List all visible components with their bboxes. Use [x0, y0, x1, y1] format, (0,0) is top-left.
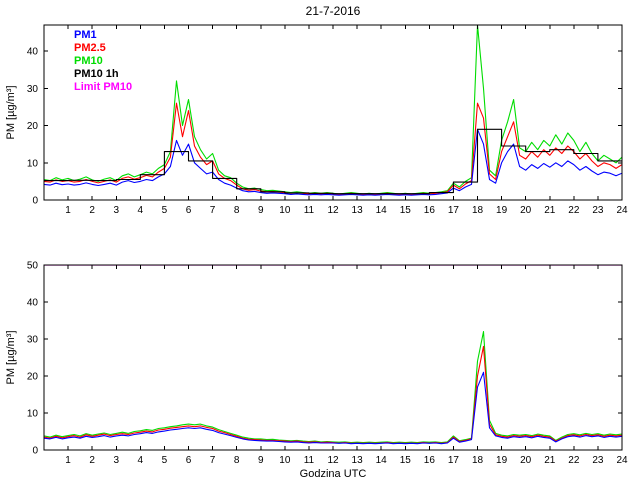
- x-tick-label: 18: [472, 455, 484, 466]
- x-tick-label: 8: [234, 205, 240, 216]
- x-tick-label: 11: [304, 205, 315, 216]
- x-tick-label: 2: [89, 455, 95, 466]
- x-tick-label: 22: [568, 455, 580, 466]
- y-tick-label: 0: [32, 446, 38, 457]
- x-tick-label: 13: [352, 205, 364, 216]
- x-tick-label: 14: [376, 205, 388, 216]
- x-tick-label: 1: [65, 205, 71, 216]
- figure-title: 21-7-2016: [305, 4, 361, 18]
- x-tick-label: 16: [424, 455, 436, 466]
- series-pm10-1h: [44, 128, 622, 195]
- x-tick-label: 21: [544, 455, 556, 466]
- x-tick-label: 4: [138, 205, 144, 216]
- y-axis-label: PM [µg/m³]: [5, 85, 17, 139]
- x-tick-label: 3: [113, 455, 119, 466]
- x-tick-label: 2: [89, 205, 95, 216]
- legend: PM1 PM2.5 PM10 PM10 1h Limit PM10: [74, 29, 132, 94]
- legend-item-pm2-5: PM2.5: [74, 42, 106, 54]
- y-tick-label: 10: [27, 158, 39, 169]
- x-tick-label: 8: [234, 455, 240, 466]
- x-tick-label: 12: [327, 205, 339, 216]
- x-tick-label: 21: [544, 205, 556, 216]
- y-tick-label: 10: [27, 409, 39, 420]
- x-tick-label: 10: [279, 455, 291, 466]
- y-tick-label: 40: [27, 47, 39, 58]
- series-pm2-5: [44, 102, 622, 195]
- x-tick-label: 9: [258, 455, 264, 466]
- x-tick-label: 19: [496, 455, 508, 466]
- x-tick-label: 16: [424, 205, 436, 216]
- x-tick-label: 1: [65, 455, 71, 466]
- legend-item-limit-pm10: Limit PM10: [74, 81, 133, 93]
- y-tick-label: 40: [27, 298, 39, 309]
- subplot-1: 1 2 3 4 5 6 7 8 9 10 11 12 13 14 15 16 17 18 19 20 21 22 23 240…: [5, 24, 628, 216]
- x-tick-label: 18: [472, 205, 484, 216]
- series-group: [44, 265, 622, 445]
- x-tick-label: 10: [279, 205, 291, 216]
- x-tick-label: 11: [304, 455, 315, 466]
- series-pm2-5: [44, 345, 622, 444]
- x-tick-label: 19: [496, 205, 508, 216]
- series-pm1: [44, 128, 622, 196]
- y-axis-label: PM [µg/m³]: [5, 330, 17, 384]
- x-tick-label: 7: [210, 455, 216, 466]
- y-tick-label: 0: [32, 196, 38, 207]
- x-tick-label: 6: [186, 205, 192, 216]
- series-pm1: [44, 371, 622, 445]
- x-tick-label: 20: [520, 205, 532, 216]
- x-tick-label: 4: [138, 455, 144, 466]
- x-tick-label: 12: [327, 455, 339, 466]
- legend-item-pm10-1h: PM10 1h: [74, 68, 119, 80]
- x-tick-label: 23: [592, 205, 604, 216]
- legend-item-pm10: PM10: [74, 55, 103, 67]
- x-tick-label: 9: [258, 205, 264, 216]
- axes-frame: [43, 264, 623, 451]
- x-tick-label: 17: [448, 205, 460, 216]
- x-tick-label: 3: [113, 205, 119, 216]
- x-tick-label: 6: [186, 455, 192, 466]
- x-tick-label: 20: [520, 455, 532, 466]
- y-tick-label: 50: [27, 261, 39, 272]
- x-axis-label: Godzina UTC: [300, 468, 367, 480]
- x-tick-label: 15: [400, 455, 412, 466]
- x-tick-label: 7: [210, 205, 216, 216]
- subplot-2: 1 2 3 4 5 6 7 8 9 10 11 12 13 14 15 16 17 18 19 20 21 22 23 240…: [5, 261, 628, 480]
- y-tick-label: 30: [27, 84, 39, 95]
- y-tick-label: 20: [27, 372, 39, 383]
- x-tick-label: 22: [568, 205, 580, 216]
- x-tick-label: 5: [162, 455, 168, 466]
- x-tick-label: 15: [400, 205, 412, 216]
- series-pm10: [44, 331, 622, 444]
- axis-ticks: 1 2 3 4 5 6 7 8 9 10 11 12 13 14 15 16 17 18 19 20 21 22 23 240…: [27, 25, 628, 216]
- x-tick-label: 17: [448, 455, 460, 466]
- series-group: [44, 25, 622, 196]
- x-tick-label: 24: [616, 205, 628, 216]
- y-tick-label: 20: [27, 121, 39, 132]
- x-tick-label: 14: [376, 455, 388, 466]
- x-tick-label: 5: [162, 205, 168, 216]
- x-tick-label: 13: [352, 455, 364, 466]
- x-tick-label: 23: [592, 455, 604, 466]
- axis-ticks: 1 2 3 4 5 6 7 8 9 10 11 12 13 14 15 16 17 18 19 20 21 22 23 240…: [27, 261, 628, 467]
- y-tick-label: 30: [27, 335, 39, 346]
- x-tick-label: 24: [616, 455, 628, 466]
- legend-item-pm1: PM1: [74, 29, 97, 41]
